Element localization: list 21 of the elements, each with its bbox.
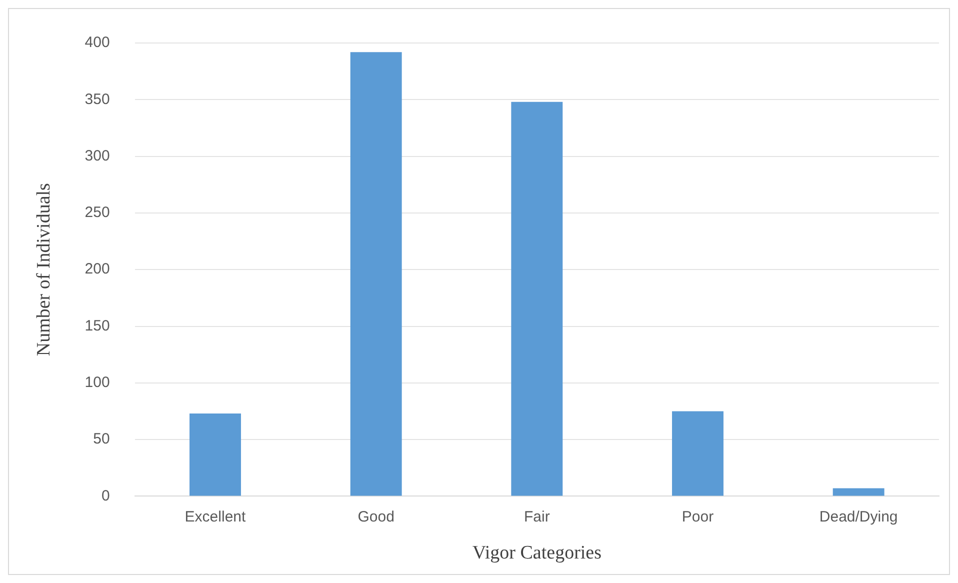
- x-tick-label: Good: [358, 508, 394, 526]
- bar: [511, 102, 563, 496]
- y-tick-label: 0: [101, 487, 110, 504]
- y-tick-label: 50: [93, 430, 110, 448]
- y-tick-label: 100: [84, 374, 110, 392]
- x-tick-label: Poor: [682, 508, 714, 526]
- y-tick-label: 200: [84, 260, 110, 278]
- x-tick-label: Dead/Dying: [819, 508, 898, 526]
- bar: [190, 413, 241, 496]
- bar: [832, 488, 884, 496]
- y-tick-label: 350: [84, 90, 110, 108]
- y-tick-label: 150: [84, 317, 110, 334]
- y-tick-label: 400: [84, 34, 110, 52]
- x-axis-title: Vigor Categories: [472, 542, 602, 564]
- y-axis-title: Number of Individuals: [33, 183, 54, 356]
- y-tick-label: 300: [84, 147, 110, 164]
- bar: [350, 52, 402, 496]
- bar: [672, 411, 724, 496]
- x-tick-label: Excellent: [184, 508, 247, 526]
- x-tick-label: Fair: [524, 508, 550, 526]
- y-tick-label: 250: [84, 204, 110, 222]
